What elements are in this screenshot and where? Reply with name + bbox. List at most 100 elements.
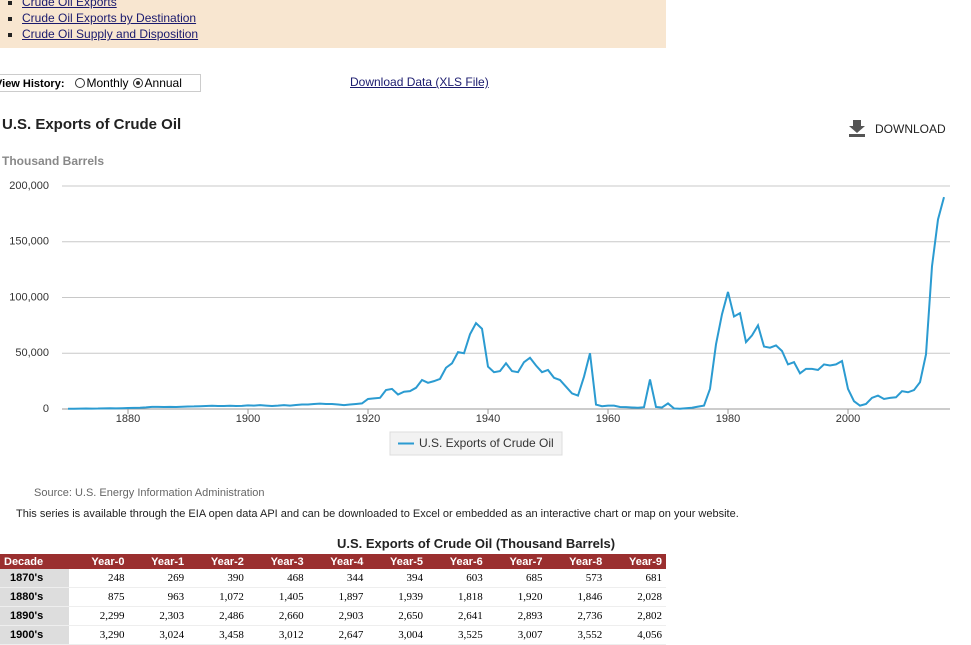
link[interactable]: Crude Oil Exports xyxy=(22,0,117,9)
table-cell: 2,736 xyxy=(546,606,607,626)
radio[interactable] xyxy=(132,78,143,88)
table-cell: 1,818 xyxy=(427,587,487,607)
column-header: Year-7 xyxy=(486,554,547,569)
table-cell: 2,641 xyxy=(427,606,487,626)
table-cell: 2,650 xyxy=(367,606,428,626)
row-header: 1900's xyxy=(0,625,69,645)
table-cell: 248 xyxy=(68,569,129,588)
column-header: Year-0 xyxy=(68,554,129,569)
x-tick-label: 1900 xyxy=(236,413,260,425)
table-cell: 963 xyxy=(128,587,189,607)
table-cell: 681 xyxy=(606,569,666,588)
table-cell: 2,802 xyxy=(606,606,666,626)
table-cell: 2,893 xyxy=(486,606,547,626)
y-tick-label: 200,000 xyxy=(9,180,49,192)
chart-title: U.S. Exports of Crude Oil xyxy=(2,116,181,133)
row-header: 1880's xyxy=(0,587,69,607)
download-data-link[interactable]: Download Data (XLS File) xyxy=(350,75,489,89)
table-cell: 3,012 xyxy=(247,625,308,645)
legend-label: U.S. Exports of Crude Oil xyxy=(419,436,554,450)
table-cell: 603 xyxy=(427,569,487,588)
table-cell: 2,903 xyxy=(307,606,368,626)
x-tick-label: 1880 xyxy=(116,413,140,425)
table-cell: 344 xyxy=(307,569,368,588)
table-cell: 685 xyxy=(486,569,547,588)
view-history: View History: Monthly Annual xyxy=(0,74,201,92)
column-header: Year-8 xyxy=(546,554,607,569)
table-cell: 394 xyxy=(367,569,428,588)
table-cell: 2,660 xyxy=(247,606,308,626)
table-cell: 3,024 xyxy=(128,625,189,645)
column-header: Year-5 xyxy=(367,554,428,569)
table-cell: 1,897 xyxy=(307,587,368,607)
table-cell: 1,846 xyxy=(546,587,607,607)
link[interactable]: Crude Oil Supply and Disposition xyxy=(22,27,199,41)
table-row: 1880's 875 963 1,072 1,405 1,897 1,939 1,818 1,9… xyxy=(0,587,666,607)
link-item: Crude Oil Exports by Destination xyxy=(22,10,666,26)
x-tick-label: 1960 xyxy=(596,413,620,425)
source: Source: U.S. Energy Information Administ… xyxy=(34,487,265,499)
table-row: 1870's 248 269 390 468 344 394 603 685 573 681 xyxy=(0,569,666,588)
table-cell: 3,552 xyxy=(546,625,607,645)
table-row: 1890's 2,299 2,303 2,486 2,660 2,903 2,650 2,64… xyxy=(0,606,666,626)
y-tick-label: 50,000 xyxy=(15,347,49,359)
row-header: 1870's xyxy=(0,569,69,588)
table-cell: 1,072 xyxy=(188,587,248,607)
x-tick-label: 1980 xyxy=(716,413,740,425)
table-cell: 1,405 xyxy=(247,587,308,607)
table-cell: 2,299 xyxy=(68,606,129,626)
column-header: Year-3 xyxy=(247,554,308,569)
table-cell: 3,004 xyxy=(367,625,428,645)
table-cell: 2,028 xyxy=(606,587,666,607)
api-note: This series is available through the EIA… xyxy=(16,508,739,520)
download-button[interactable]: DOWNLOAD xyxy=(849,120,946,137)
table-cell: 875 xyxy=(68,587,129,607)
table-cell: 3,525 xyxy=(427,625,487,645)
table-cell: 3,458 xyxy=(188,625,248,645)
table-title: U.S. Exports of Crude Oil (Thousand Barr… xyxy=(336,536,616,551)
table-cell: 4,056 xyxy=(606,625,666,645)
y-tick-label: 0 xyxy=(43,403,49,415)
table-cell: 573 xyxy=(546,569,607,588)
column-header: Year-2 xyxy=(188,554,248,569)
header-row: Decade Year-0 Year-1 Year-2 Year-3 Year-4 Year… xyxy=(0,554,666,569)
row-header: 1890's xyxy=(0,606,69,626)
y-tick-label: 100,000 xyxy=(9,291,49,303)
column-header: Decade xyxy=(0,554,69,569)
related-links: Crude Oil Exports Crude Oil Exports by D… xyxy=(0,0,666,48)
link-item: Crude Oil Exports xyxy=(22,0,666,10)
table-cell: 269 xyxy=(128,569,189,588)
column-header: Year-6 xyxy=(427,554,487,569)
data-table: Decade Year-0 Year-1 Year-2 Year-3 Year-4 Year… xyxy=(0,554,666,645)
legend: U.S. Exports of Crude Oil xyxy=(389,431,563,456)
radio-label[interactable]: Monthly xyxy=(86,76,129,90)
column-header: Year-9 xyxy=(606,554,666,569)
table-cell: 3,290 xyxy=(68,625,129,645)
table-cell: 2,647 xyxy=(307,625,368,645)
table-cell: 3,007 xyxy=(486,625,547,645)
download-icon xyxy=(849,120,865,137)
chart: U.S. Exports of Crude Oil Thousand Barre… xyxy=(2,116,950,456)
download-label[interactable]: DOWNLOAD xyxy=(875,122,946,136)
column-header: Year-4 xyxy=(307,554,368,569)
view-history-label: View History: xyxy=(0,78,65,90)
link[interactable]: Crude Oil Exports by Destination xyxy=(22,11,197,25)
data-line xyxy=(67,196,945,410)
radio-label[interactable]: Annual xyxy=(144,76,182,90)
table-cell: 2,486 xyxy=(188,606,248,626)
table-cell: 2,303 xyxy=(128,606,189,626)
x-tick-label: 1940 xyxy=(476,413,500,425)
table-cell: 1,920 xyxy=(486,587,547,607)
x-tick-label: 2000 xyxy=(836,413,860,425)
table-cell: 468 xyxy=(247,569,308,588)
table-cell: 1,939 xyxy=(367,587,428,607)
x-tick-label: 1920 xyxy=(356,413,380,425)
table-cell: 390 xyxy=(188,569,248,588)
table-row: 1900's 3,290 3,024 3,458 3,012 2,647 3,004 3,52… xyxy=(0,625,666,645)
y-tick-label: 150,000 xyxy=(9,236,49,248)
y-axis-label: Thousand Barrels xyxy=(2,154,104,168)
column-header: Year-1 xyxy=(128,554,189,569)
radio[interactable] xyxy=(74,78,85,88)
legend-box xyxy=(389,431,563,456)
